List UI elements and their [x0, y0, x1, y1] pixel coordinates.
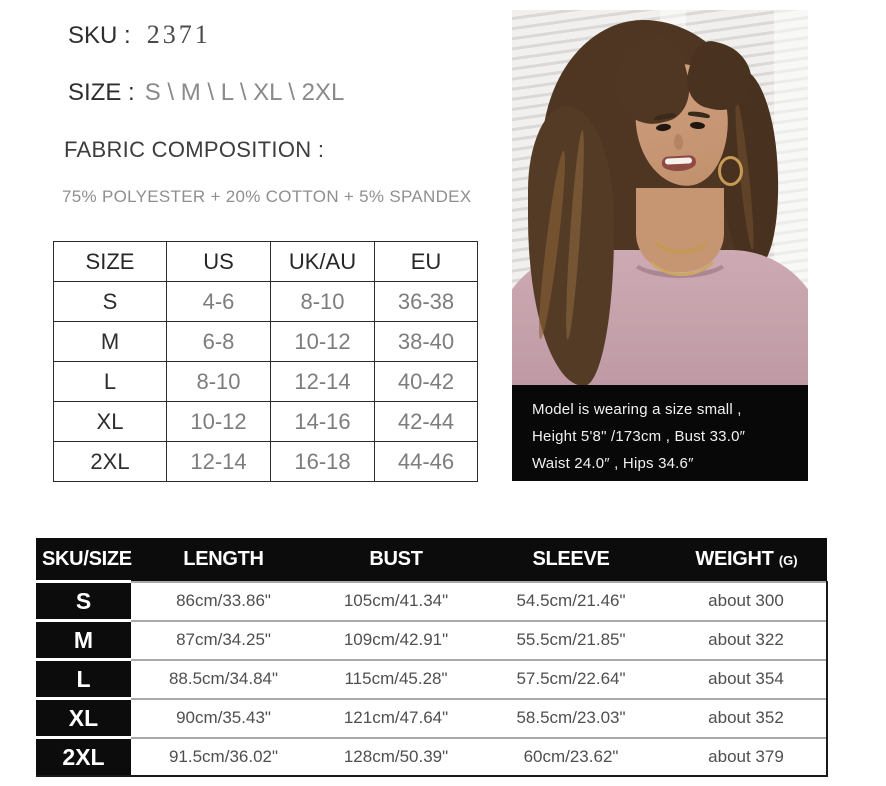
value-cell: 36-38	[374, 281, 478, 322]
value-cell: 16-18	[270, 441, 375, 482]
length-cell: 87cm/34.25"	[131, 619, 316, 660]
measurement-table: SKU/SIZE LENGTH BUST SLEEVE WEIGHT (G) S…	[36, 538, 828, 777]
meas-header-bust: BUST	[316, 538, 476, 582]
table-row: 2XL 91.5cm/36.02" 128cm/50.39" 60cm/23.62" a…	[36, 736, 828, 777]
gold-necklace	[642, 210, 722, 276]
conv-header-size: SIZE	[53, 241, 167, 282]
caption-line: Model is wearing a size small ,	[532, 401, 742, 418]
sleeve-cell: 54.5cm/21.46"	[476, 580, 666, 621]
table-header-row: SKU/SIZE LENGTH BUST SLEEVE WEIGHT (G)	[36, 538, 827, 582]
conv-header-ukau: UK/AU	[270, 241, 375, 282]
table-header-row: SIZE US UK/AU EU	[53, 241, 478, 282]
weight-cell: about 379	[666, 736, 828, 777]
size-cell: 2XL	[53, 441, 167, 482]
bust-cell: 121cm/47.64"	[316, 697, 476, 738]
bust-cell: 105cm/41.34"	[316, 580, 476, 621]
table-row: 2XL 12-14 16-18 44-46	[53, 441, 478, 482]
value-cell: 40-42	[374, 361, 478, 402]
size-cell: M	[36, 619, 131, 660]
value-cell: 44-46	[374, 441, 478, 482]
sku-line: SKU : 2371	[68, 20, 211, 50]
table-row: M 6-8 10-12 38-40	[53, 321, 478, 362]
value-cell: 8-10	[166, 361, 271, 402]
meas-header-sku-size: SKU/SIZE	[36, 538, 132, 582]
value-cell: 6-8	[166, 321, 271, 362]
weight-cell: about 354	[666, 658, 828, 699]
value-cell: 42-44	[374, 401, 478, 442]
table-row: L 8-10 12-14 40-42	[53, 361, 478, 402]
meas-header-length: LENGTH	[131, 538, 316, 582]
table-row: XL 90cm/35.43" 121cm/47.64" 58.5cm/23.03" ab…	[36, 697, 828, 738]
value-cell: 10-12	[166, 401, 271, 442]
weight-cell: about 322	[666, 619, 828, 660]
weight-cell: about 300	[666, 580, 828, 621]
meas-header-sleeve: SLEEVE	[476, 538, 666, 582]
table-row: M 87cm/34.25" 109cm/42.91" 55.5cm/21.85" abo…	[36, 619, 828, 660]
measurement-body: S 86cm/33.86" 105cm/41.34" 54.5cm/21.46" abo…	[36, 580, 828, 777]
size-line: SIZE : S \ M \ L \ XL \ 2XL	[68, 79, 344, 107]
size-value: S \ M \ L \ XL \ 2XL	[144, 79, 345, 106]
value-cell: 10-12	[270, 321, 375, 362]
value-cell: 14-16	[270, 401, 375, 442]
conv-header-us: US	[166, 241, 271, 282]
model-photo-image	[512, 10, 808, 385]
weight-label: WEIGHT	[695, 547, 774, 570]
bust-cell: 109cm/42.91"	[316, 619, 476, 660]
table-row: S 86cm/33.86" 105cm/41.34" 54.5cm/21.46" abo…	[36, 580, 828, 621]
conv-header-eu: EU	[374, 241, 478, 282]
length-cell: 91.5cm/36.02"	[131, 736, 316, 777]
hoop-earring	[718, 156, 743, 186]
value-cell: 12-14	[166, 441, 271, 482]
size-conversion-body: S 4-6 8-10 36-38 M 6-8 10-12 38-40 L 8-10 12-14 40-…	[53, 281, 478, 482]
value-cell: 4-6	[166, 281, 271, 322]
sleeve-cell: 55.5cm/21.85"	[476, 619, 666, 660]
value-cell: 38-40	[374, 321, 478, 362]
sleeve-cell: 58.5cm/23.03"	[476, 697, 666, 738]
weight-cell: about 352	[666, 697, 828, 738]
model-info-caption: Model is wearing a size small , Height 5…	[512, 385, 808, 481]
table-row: XL 10-12 14-16 42-44	[53, 401, 478, 442]
bust-cell: 128cm/50.39"	[316, 736, 476, 777]
length-cell: 90cm/35.43"	[131, 697, 316, 738]
length-cell: 88.5cm/34.84"	[131, 658, 316, 699]
table-row: L 88.5cm/34.84" 115cm/45.28" 57.5cm/22.64" a…	[36, 658, 828, 699]
meas-header-weight: WEIGHT (G)	[666, 538, 827, 582]
size-cell: XL	[53, 401, 167, 442]
size-cell: S	[53, 281, 167, 322]
fabric-composition-value: 75% POLYESTER + 20% COTTON + 5% SPANDEX	[62, 187, 472, 206]
model-photo: Model is wearing a size small , Height 5…	[512, 10, 808, 481]
length-cell: 86cm/33.86"	[131, 580, 316, 621]
sku-value: 2371	[146, 20, 211, 49]
weight-unit-label: (G)	[778, 552, 798, 568]
caption-line: Waist 24.0″ , Hips 34.6″	[532, 455, 694, 472]
value-cell: 12-14	[270, 361, 375, 402]
sku-label: SKU :	[68, 22, 131, 49]
size-cell: M	[53, 321, 167, 362]
size-cell: XL	[36, 697, 131, 738]
sleeve-cell: 60cm/23.62"	[476, 736, 666, 777]
size-label: SIZE :	[68, 79, 135, 106]
size-conversion-table: SIZE US UK/AU EU S 4-6 8-10 36-38 M 6-8 10-12 3…	[53, 241, 478, 482]
value-cell: 8-10	[270, 281, 375, 322]
caption-line: Height 5'8" /173cm , Bust 33.0″	[532, 428, 746, 445]
size-cell: 2XL	[36, 736, 131, 777]
size-cell: S	[36, 580, 131, 621]
table-row: S 4-6 8-10 36-38	[53, 281, 478, 322]
fabric-composition-label: FABRIC COMPOSITION :	[64, 137, 325, 162]
sleeve-cell: 57.5cm/22.64"	[476, 658, 666, 699]
size-cell: L	[53, 361, 167, 402]
size-cell: L	[36, 658, 131, 699]
bust-cell: 115cm/45.28"	[316, 658, 476, 699]
